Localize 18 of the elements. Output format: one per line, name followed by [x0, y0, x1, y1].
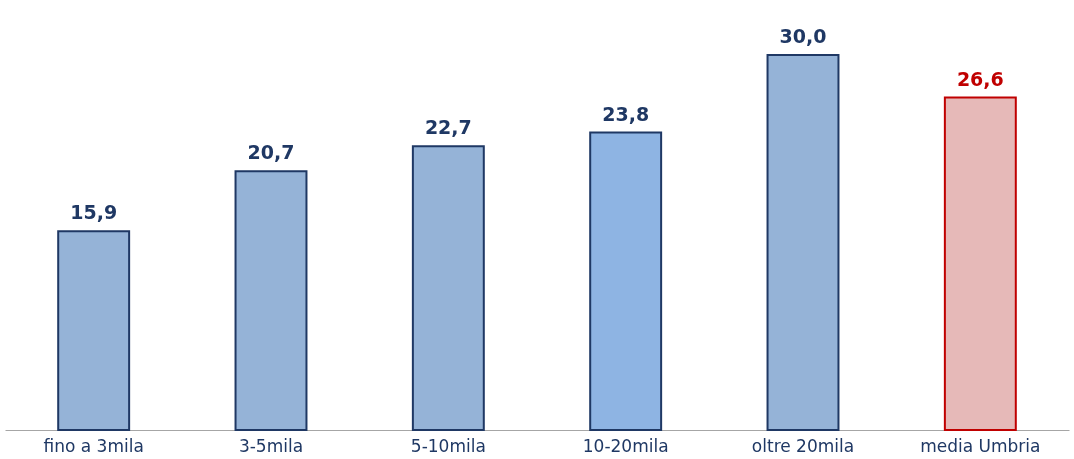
bar	[943, 96, 1017, 431]
x-tick-label: 3-5mila	[238, 435, 304, 456]
x-tick-label: 10-20mila	[582, 435, 669, 456]
data-label: 26,6	[956, 67, 1004, 90]
data-label: 20,7	[247, 141, 295, 164]
bar	[411, 145, 485, 431]
x-tick-label: fino a 3mila	[43, 435, 144, 456]
x-tick-label: 5-10mila	[410, 435, 486, 456]
x-tick-label: media Umbria	[920, 435, 1041, 456]
x-tick-label: oltre 20mila	[751, 435, 855, 456]
bar	[766, 54, 840, 431]
data-label: 15,9	[70, 201, 118, 224]
data-label: 22,7	[424, 116, 472, 139]
bar	[57, 230, 131, 431]
data-label: 23,8	[602, 102, 650, 125]
data-label: 30,0	[779, 25, 827, 47]
bar	[234, 170, 308, 431]
bar	[589, 131, 663, 431]
